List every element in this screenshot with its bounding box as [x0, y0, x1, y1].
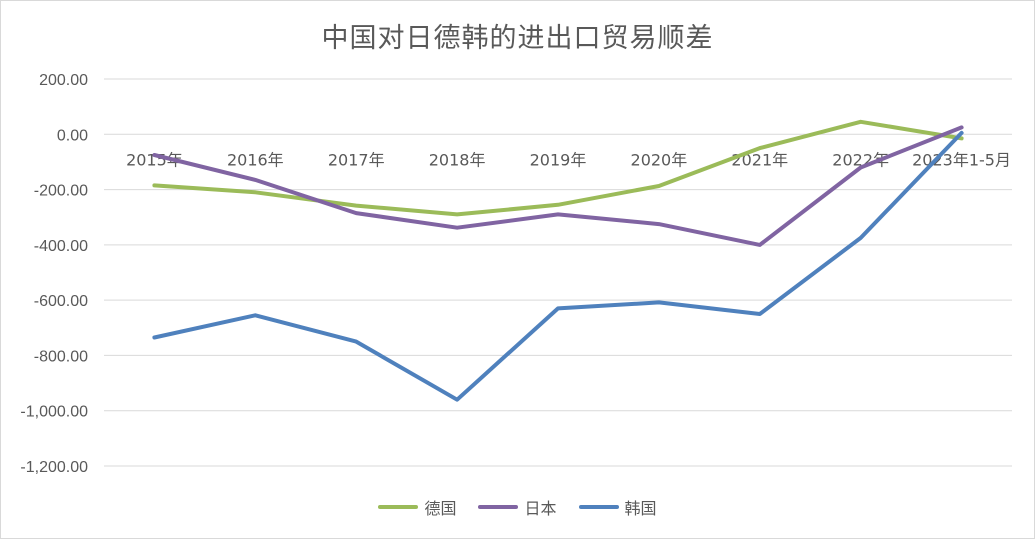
- legend-item: 德国: [378, 495, 456, 519]
- y-tick-label: -800.00: [34, 348, 88, 365]
- series-line-日本: [152, 125, 964, 247]
- x-category-label: 2020年: [631, 150, 688, 169]
- legend-item: 日本: [478, 495, 557, 519]
- x-category-label: 2016年: [227, 150, 284, 169]
- legend-item: 韩国: [578, 495, 657, 519]
- y-tick-label: 0.00: [57, 127, 88, 144]
- x-category-label: 2021年: [731, 150, 788, 169]
- series-line-韩国: [152, 130, 964, 402]
- legend-label: 日本: [524, 499, 557, 518]
- y-tick-label: -200.00: [34, 183, 88, 200]
- legend-swatch: [478, 505, 519, 509]
- x-category-label: 2017年: [328, 150, 385, 169]
- legend-label: 德国: [424, 499, 457, 518]
- legend-label: 韩国: [624, 499, 657, 518]
- y-tick-label: 200.00: [39, 72, 88, 89]
- x-category-label: 2015年: [126, 150, 183, 169]
- chart-legend: 德国 日本 韩国: [0, 495, 1035, 519]
- x-category-label: 2022年: [832, 150, 889, 169]
- chart-title: 中国对日德韩的进出口贸易顺差: [321, 23, 714, 54]
- x-category-label: 2023年1-5月: [912, 150, 1011, 169]
- x-category-label: 2019年: [530, 150, 587, 169]
- legend-swatch: [378, 505, 419, 509]
- x-category-label: 2018年: [429, 150, 486, 169]
- y-tick-label: -400.00: [34, 238, 88, 255]
- legend-swatch: [578, 505, 619, 509]
- y-tick-label: -1,200.00: [20, 459, 88, 476]
- y-tick-label: -1,000.00: [20, 404, 88, 421]
- y-tick-label: -600.00: [34, 293, 88, 310]
